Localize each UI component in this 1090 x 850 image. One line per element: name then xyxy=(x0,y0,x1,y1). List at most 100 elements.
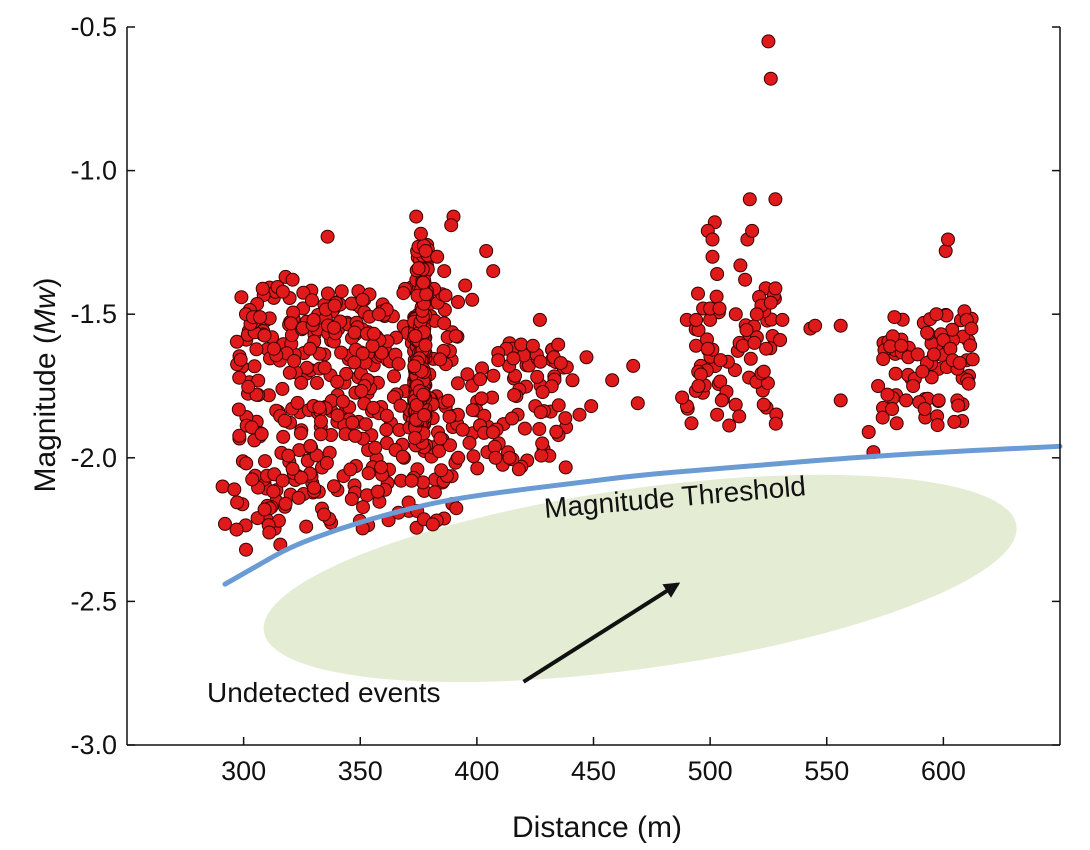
data-point xyxy=(254,427,269,441)
threshold-layer xyxy=(222,443,1063,587)
x-axis-title: Distance (m) xyxy=(512,811,682,844)
data-point xyxy=(287,354,302,368)
scatter-points xyxy=(215,34,980,557)
data-point xyxy=(313,427,328,442)
data-point xyxy=(761,34,776,49)
data-point xyxy=(888,366,903,381)
data-point xyxy=(915,364,930,379)
y-tick-label: -2.5 xyxy=(70,586,117,616)
data-point xyxy=(572,407,587,422)
data-point xyxy=(728,397,743,412)
data-point xyxy=(291,490,306,505)
data-point xyxy=(361,466,376,481)
data-point xyxy=(833,318,848,333)
data-point xyxy=(281,448,296,463)
data-point xyxy=(689,312,704,327)
data-point xyxy=(742,192,757,207)
data-point xyxy=(691,286,705,301)
data-point xyxy=(938,244,953,258)
data-point xyxy=(437,316,452,331)
y-axis-title-prefix: Magnitude ( xyxy=(29,334,62,492)
data-point xyxy=(433,352,448,367)
data-point xyxy=(728,307,743,322)
data-point xyxy=(257,502,272,517)
data-point xyxy=(391,356,406,371)
data-point xyxy=(327,298,342,313)
data-point xyxy=(626,358,641,373)
data-point xyxy=(417,408,432,423)
data-point xyxy=(517,421,532,436)
undetected-arrow xyxy=(522,582,681,684)
y-tick-label: -0.5 xyxy=(70,12,117,42)
data-point xyxy=(941,232,955,247)
data-point xyxy=(320,229,335,244)
data-point xyxy=(258,454,272,469)
axes: -3.0 -2.5 -2.0 -1.5 -1.0 -0.5 300 350 400 450 500 5… xyxy=(70,12,1061,786)
data-point xyxy=(927,347,941,362)
data-point xyxy=(961,376,976,391)
data-point xyxy=(434,463,449,478)
data-point xyxy=(675,390,690,405)
data-point xyxy=(229,522,244,537)
x-tick-label: 500 xyxy=(688,756,733,786)
data-point xyxy=(491,353,506,368)
data-point xyxy=(709,289,724,304)
data-point xyxy=(700,341,715,356)
data-point xyxy=(745,223,760,238)
x-tick-label: 450 xyxy=(571,756,616,786)
data-point xyxy=(327,320,341,335)
data-point xyxy=(395,449,410,464)
data-point xyxy=(558,411,573,426)
data-point xyxy=(535,385,550,399)
undetected-region-layer xyxy=(263,474,1017,684)
data-point xyxy=(290,395,305,410)
data-point xyxy=(462,435,477,450)
data-point xyxy=(234,290,249,305)
data-point xyxy=(684,416,699,431)
data-point xyxy=(355,292,370,307)
data-point xyxy=(514,337,529,352)
data-point xyxy=(732,409,747,424)
data-point xyxy=(348,428,363,443)
data-point xyxy=(368,440,383,455)
data-point xyxy=(320,286,335,301)
y-axis-title: Magnitude (Mw) xyxy=(29,277,62,492)
y-tick-label: -2.0 xyxy=(70,443,117,473)
data-point xyxy=(356,500,370,515)
data-point xyxy=(294,470,309,485)
data-point xyxy=(488,450,503,465)
data-point xyxy=(929,307,944,322)
data-point xyxy=(535,436,550,451)
data-point xyxy=(743,351,758,366)
data-point xyxy=(218,516,232,531)
data-point xyxy=(239,456,254,471)
data-point xyxy=(247,359,262,374)
data-point xyxy=(416,387,431,402)
data-point xyxy=(714,393,729,408)
data-point xyxy=(418,338,433,353)
data-point xyxy=(344,492,359,507)
data-point xyxy=(327,479,341,494)
data-point xyxy=(409,209,424,224)
y-axis-title-suffix: ) xyxy=(29,277,62,287)
data-point xyxy=(808,318,823,333)
data-point xyxy=(310,375,324,390)
data-point xyxy=(630,396,645,411)
data-point xyxy=(749,307,764,322)
data-point xyxy=(486,368,501,383)
data-point xyxy=(305,293,319,308)
data-point xyxy=(335,394,350,409)
data-point xyxy=(455,422,470,437)
data-point xyxy=(756,364,771,379)
data-point xyxy=(530,369,545,384)
data-point xyxy=(425,517,440,532)
data-point xyxy=(275,473,290,488)
data-point xyxy=(458,278,473,293)
data-point xyxy=(371,307,386,322)
data-point xyxy=(438,288,453,303)
data-point xyxy=(282,365,297,380)
data-point xyxy=(479,244,494,258)
data-point xyxy=(579,350,594,365)
data-point xyxy=(871,379,886,393)
data-point xyxy=(317,360,332,375)
